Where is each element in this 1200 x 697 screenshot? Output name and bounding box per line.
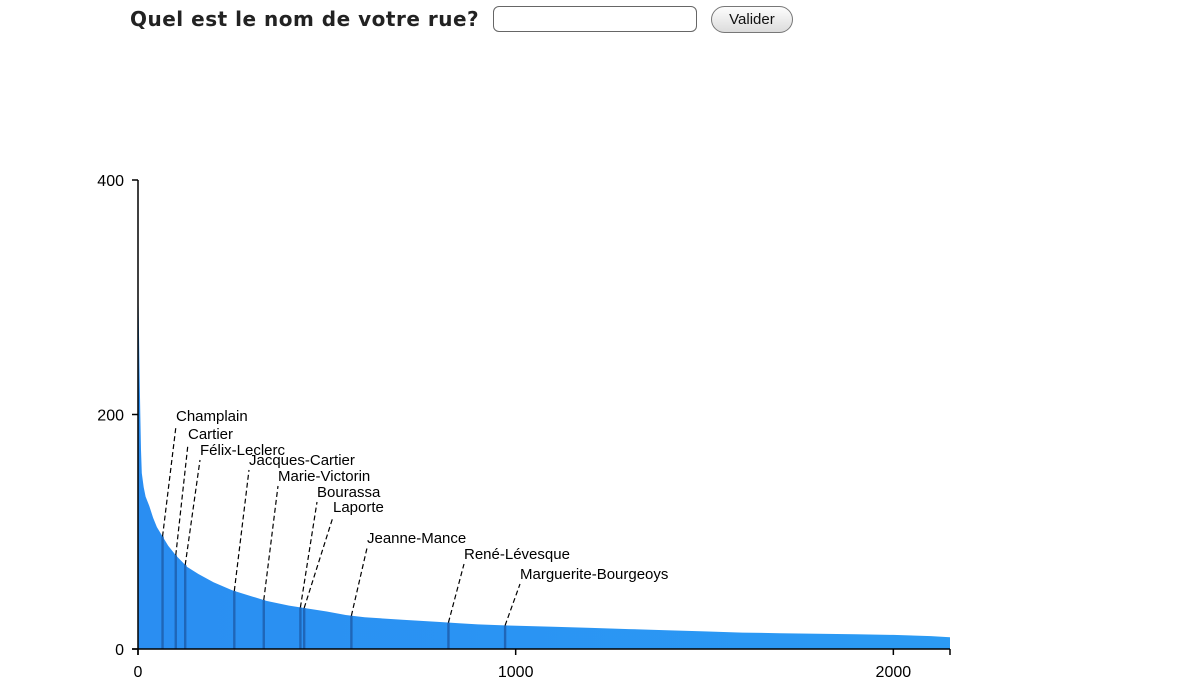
street-annotation-label: Champlain <box>176 408 248 425</box>
annotation-leader <box>263 485 279 601</box>
annotation-leader <box>299 501 318 608</box>
y-tick-label: 0 <box>115 642 124 659</box>
annotation-leader <box>184 459 201 566</box>
x-tick-label: 2000 <box>876 664 912 681</box>
valider-button[interactable]: Valider <box>711 5 793 33</box>
street-annotation-label: Jeanne-Mance <box>367 530 466 547</box>
street-form: Quel est le nom de votre rue? Valider <box>130 2 793 36</box>
street-annotation-label: Marguerite-Bourgeoys <box>520 566 668 583</box>
street-annotation-label: Marie-Victorin <box>278 468 370 485</box>
annotation-leader <box>303 516 334 609</box>
y-tick-label: 200 <box>97 408 124 425</box>
y-tick-label: 400 <box>97 173 124 190</box>
annotation-leader <box>233 469 250 592</box>
x-tick-label: 0 <box>134 664 143 681</box>
street-question: Quel est le nom de votre rue? <box>130 7 480 31</box>
annotation-leader <box>350 547 368 616</box>
annotation-leader <box>504 583 521 626</box>
x-tick-label: 1000 <box>498 664 534 681</box>
annotation-leader <box>175 443 189 556</box>
street-annotation-label: Jacques-Cartier <box>249 452 355 469</box>
annotation-leader <box>447 563 465 623</box>
street-input[interactable] <box>493 6 698 32</box>
annotation-leader <box>161 425 177 537</box>
street-annotation-label: René-Lévesque <box>464 546 570 563</box>
street-annotation-label: Cartier <box>188 426 233 443</box>
area-series <box>138 273 950 649</box>
street-annotation-label: Félix-Leclerc <box>200 442 286 459</box>
street-annotation-label: Bourassa <box>317 484 381 501</box>
street-annotation-label: Laporte <box>333 499 384 516</box>
